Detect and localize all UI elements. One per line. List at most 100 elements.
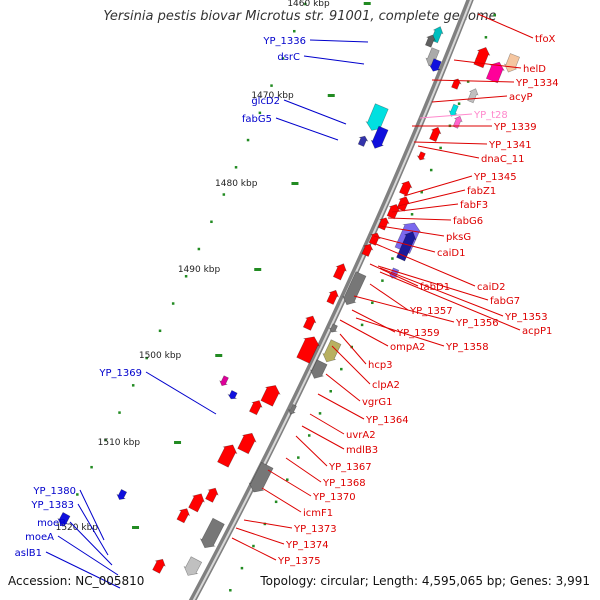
gene-arrow: [357, 135, 369, 147]
leader-line: [243, 519, 293, 529]
gene-label-right: YP_1374: [285, 540, 329, 551]
outer-tick-dot: [118, 411, 121, 414]
outer-tick-dot: [197, 247, 201, 251]
gene-label-left: YP_1369: [98, 368, 142, 379]
gene-arrow: [416, 151, 426, 161]
gene-label-right: acyP: [509, 92, 533, 103]
gene-label-right: YP_1339: [493, 122, 537, 133]
gene-arrow: [365, 103, 389, 131]
kbp-tick-label: 1520 kbp: [56, 523, 99, 533]
outer-tick-dot: [76, 493, 79, 496]
tick-layer: 1460 kbp 1470 kbp 1480 kbp 1490 kbp 1500 kbp…: [56, 0, 496, 592]
gene-arrow: [399, 180, 413, 196]
leader-line: [283, 99, 347, 125]
leader-line: [317, 393, 365, 420]
leader-line: [77, 503, 109, 556]
leader-line: [477, 13, 534, 39]
gene-label-right: fabG6: [453, 216, 483, 227]
inner-tick-dot: [484, 36, 488, 39]
gene-arrow: [248, 400, 263, 416]
kbp-tick-mark: [327, 94, 335, 97]
gene-arrow: [451, 78, 462, 90]
leader-line: [331, 345, 371, 385]
gene-arrow: [176, 508, 191, 524]
gene-arrow: [57, 511, 71, 526]
leader-line: [295, 435, 328, 467]
leader-line: [403, 175, 473, 197]
gene-arrow: [183, 556, 203, 576]
outer-tick-dot: [258, 111, 262, 115]
leader-line: [261, 487, 302, 513]
outer-tick-dot: [158, 329, 162, 333]
gene-label-left: moeA: [25, 532, 54, 543]
gene-label-right: pksG: [446, 232, 471, 243]
gene-label-right: YP_t28: [473, 110, 508, 121]
leader-lines: [45, 13, 534, 589]
kbp-tick-mark: [174, 441, 182, 444]
gene-label-right: YP_1358: [445, 342, 489, 353]
gene-arrow: [188, 493, 205, 513]
gene-arrow: [452, 115, 463, 129]
inner-tick-dot: [420, 190, 423, 194]
gene-arrow: [428, 58, 442, 72]
outer-tick-dot: [145, 356, 148, 360]
gene-label-right: fabD1: [420, 282, 450, 293]
kbp-tick-label: 1490 kbp: [178, 265, 221, 275]
outer-tick-dot: [131, 384, 135, 387]
leader-line: [309, 39, 369, 43]
gene-arrow: [302, 315, 317, 331]
gene-label-right: hcp3: [368, 360, 393, 371]
gene-arrow: [448, 103, 459, 117]
leader-line: [417, 145, 480, 159]
leader-line: [375, 243, 476, 287]
gene-label-left: YP_1380: [32, 486, 76, 497]
leader-line: [373, 235, 436, 253]
kbp-tick-label: 1480 kbp: [215, 179, 258, 189]
gene-label-left: dsrC: [277, 52, 300, 63]
gene-label-right: YP_1370: [312, 492, 356, 503]
gene-arrow: [326, 289, 339, 305]
gene-label-right: YP_1373: [293, 524, 337, 535]
gene-arrow: [310, 359, 328, 379]
gene-arrow: [219, 375, 229, 387]
gene-label-right: YP_1364: [365, 415, 409, 426]
gene-label-right: fabG7: [490, 296, 520, 307]
leader-line: [325, 373, 361, 402]
leader-line: [379, 267, 504, 317]
gene-label-right: vgrG1: [362, 397, 393, 408]
gene-arrow: [361, 243, 374, 257]
gene-arrow: [152, 558, 166, 574]
gene-arrow: [205, 487, 219, 503]
inner-tick-dot: [297, 456, 300, 459]
label-layer: YP_1336 dsrC glcD2 fabG5 YP_1369 YP_1380 YP_13…: [15, 34, 559, 567]
gene-label-right: fabZ1: [467, 186, 496, 197]
accession-text: Accession: NC_005810: [8, 574, 145, 588]
outer-tick-dot: [304, 2, 307, 6]
gene-label-left: aslB1: [15, 548, 42, 559]
outer-tick-dot: [90, 465, 93, 469]
gene-label-right: helD: [523, 64, 546, 75]
leader-line: [285, 457, 322, 483]
inner-tick-dot: [286, 478, 289, 481]
leader-line: [355, 317, 445, 347]
outer-tick-dot: [234, 166, 238, 169]
gene-arrow: [328, 323, 338, 333]
outer-tick-dot: [293, 29, 296, 33]
outer-tick-dot: [281, 57, 285, 60]
leader-line: [79, 489, 105, 541]
inner-tick-dot: [318, 412, 322, 415]
backbone-layer: [188, 0, 474, 600]
gene-arrow: [237, 432, 257, 455]
leader-line: [431, 79, 515, 83]
kbp-tick-mark: [291, 182, 299, 185]
inner-tick-dot: [381, 279, 384, 282]
leader-line: [453, 59, 522, 69]
leader-line: [419, 113, 473, 119]
leader-line: [339, 333, 367, 365]
inner-tick-dot: [371, 301, 374, 305]
gene-label-right: YP_1367: [328, 462, 372, 473]
gene-label-right: mdlB3: [346, 445, 378, 456]
gene-arrow: [260, 385, 281, 407]
leader-line: [231, 537, 277, 561]
